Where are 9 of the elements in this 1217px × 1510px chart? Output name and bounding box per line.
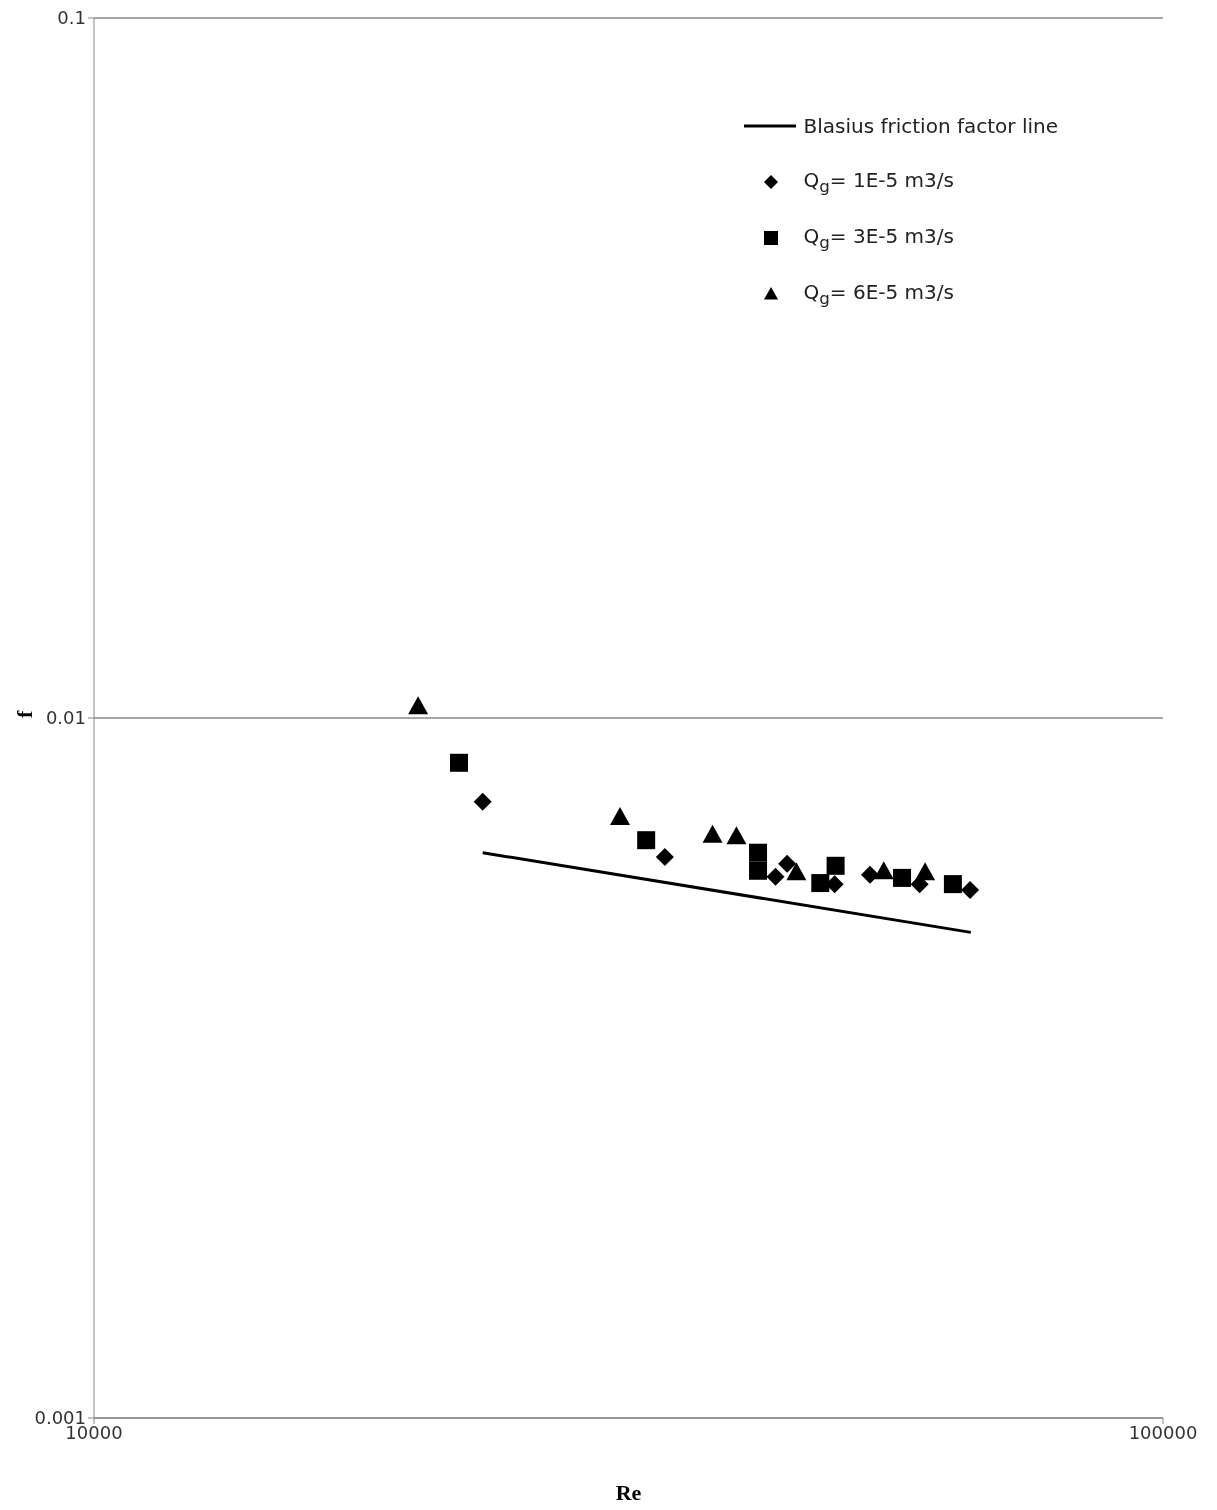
x-axis-title: Re [615, 1480, 642, 1505]
legend-label: Q$_{g}$= 1E-5 m3/s [803, 168, 954, 196]
y-tick-label: 0.1 [57, 7, 86, 29]
y-tick-label: 0.01 [45, 707, 86, 729]
x-tick-label: 100000 [1128, 1421, 1198, 1443]
legend-label: Q$_{g}$= 3E-5 m3/s [803, 224, 954, 252]
legend-label: Blasius friction factor line [803, 114, 1058, 138]
legend-label: Q$_{g}$= 6E-5 m3/s [803, 280, 954, 308]
y-axis-title: f [11, 710, 37, 718]
